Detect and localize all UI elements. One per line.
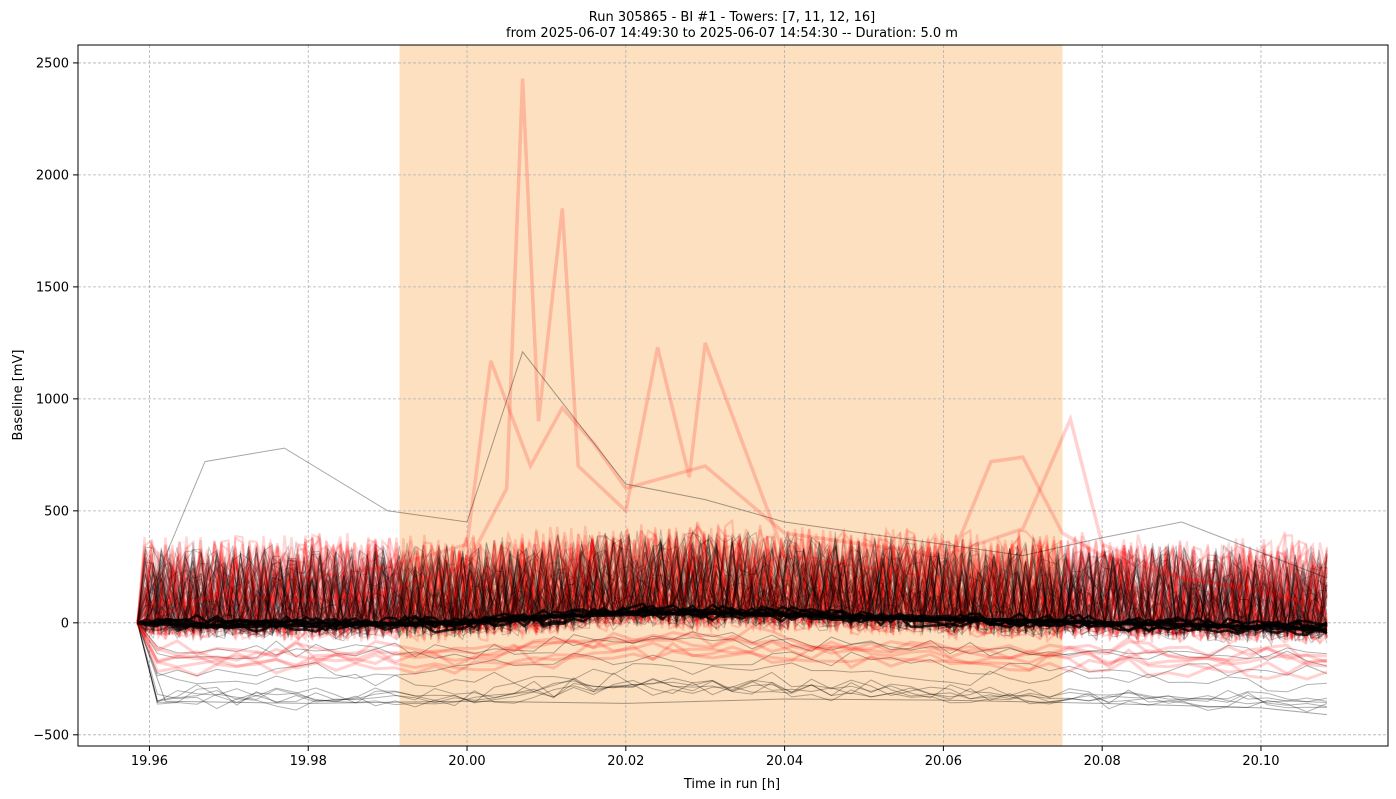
baseline-trace	[136, 621, 1328, 666]
baseline-trace	[137, 530, 1328, 635]
series-layer	[136, 78, 1328, 716]
x-tick-label: 20.10	[1242, 754, 1279, 769]
baseline-trace	[137, 531, 1327, 637]
baseline-trace	[136, 533, 1328, 635]
baseline-trace	[137, 542, 1328, 645]
y-tick-label: 0	[61, 616, 69, 631]
baseline-trace	[137, 622, 1327, 708]
baseline-trace	[137, 539, 1328, 640]
baseline-trace	[137, 537, 1328, 634]
baseline-trace	[137, 535, 1328, 635]
baseline-trace	[137, 622, 1327, 704]
trace-layer	[136, 518, 1328, 713]
baseline-trace	[137, 622, 1328, 667]
baseline-trace	[136, 531, 1328, 645]
baseline-trace	[137, 541, 1328, 647]
baseline-trace	[137, 622, 1327, 703]
y-tick-label: 1000	[36, 392, 69, 407]
baseline-trace	[136, 528, 1328, 637]
y-axis-label: Baseline [mV]	[11, 350, 26, 441]
baseline-trace	[136, 621, 1327, 658]
baseline-trace	[136, 530, 1328, 642]
x-tick-label: 20.02	[607, 754, 644, 769]
x-tick-label: 19.96	[131, 754, 168, 769]
baseline-trace	[136, 535, 1328, 643]
baseline-trace	[136, 524, 1328, 643]
plot-frame	[77, 44, 1389, 747]
baseline-trace	[136, 527, 1328, 634]
series-line-4	[137, 610, 1327, 632]
baseline-trace	[136, 534, 1328, 637]
highlight-span-layer	[399, 45, 1063, 746]
baseline-trace	[136, 518, 1328, 634]
baseline-trace	[137, 622, 1327, 693]
baseline-trace	[136, 537, 1328, 643]
x-tick-label: 20.08	[1084, 754, 1121, 769]
baseline-trace	[136, 533, 1328, 644]
x-tick-label: 20.04	[766, 754, 803, 769]
baseline-trace	[137, 531, 1328, 637]
baseline-trace	[137, 535, 1328, 636]
baseline-trace	[137, 622, 1328, 713]
baseline-trace	[137, 540, 1328, 640]
baseline-trace	[137, 533, 1328, 635]
baseline-trace	[137, 543, 1328, 639]
highlight-span	[399, 45, 1063, 746]
series-line-2	[137, 350, 1328, 623]
baseline-trace	[136, 525, 1328, 640]
x-tick-label: 20.06	[925, 754, 962, 769]
x-tick-label: 19.98	[290, 754, 327, 769]
y-tick-label: 2000	[36, 168, 69, 183]
baseline-trace	[137, 526, 1328, 631]
baseline-trace	[136, 622, 1328, 676]
x-axis-label: Time in run [h]	[683, 777, 780, 792]
baseline-trace	[137, 532, 1328, 639]
baseline-trace	[137, 541, 1328, 640]
baseline-trace	[137, 535, 1328, 636]
baseline-trace	[137, 543, 1328, 637]
baseline-trace	[136, 534, 1328, 637]
baseline-trace	[137, 546, 1328, 641]
series-line-1	[136, 360, 1328, 625]
chart-title-line1: Run 305865 - BI #1 - Towers: [7, 11, 12,…	[589, 10, 875, 25]
series-line-0	[136, 78, 1328, 624]
baseline-trace	[137, 538, 1328, 637]
ticks-layer: 19.96 19.98 20.00 20.02 20.04 20.06 20.08 20.10…	[33, 56, 1279, 769]
baseline-trace	[136, 528, 1328, 645]
y-tick-label: −500	[33, 728, 69, 743]
baseline-trace	[136, 622, 1328, 669]
baseline-trace	[136, 530, 1328, 641]
grid-layer	[78, 45, 1388, 746]
y-tick-label: 2500	[36, 56, 69, 71]
baseline-trace	[136, 533, 1328, 646]
baseline-trace	[137, 622, 1327, 660]
baseline-trace	[136, 622, 1328, 681]
baseline-trace	[137, 622, 1328, 679]
baseline-trace	[136, 536, 1328, 639]
baseline-trace	[136, 529, 1328, 643]
series-line-3	[137, 622, 1327, 716]
y-tick-label: 1500	[36, 280, 69, 295]
baseline-trace	[137, 542, 1328, 640]
baseline-trace	[136, 527, 1328, 640]
y-tick-label: 500	[44, 504, 69, 519]
chart-title-line2: from 2025-06-07 14:49:30 to 2025-06-07 1…	[506, 26, 958, 41]
x-tick-label: 20.00	[448, 754, 485, 769]
baseline-trace	[137, 532, 1328, 637]
baseline-trace	[137, 538, 1327, 638]
baseline-trace	[137, 550, 1328, 639]
baseline-trace	[136, 622, 1328, 666]
baseline-trace	[137, 538, 1328, 637]
baseline-trace	[137, 622, 1327, 706]
baseline-trace	[137, 535, 1328, 642]
baseline-trace	[137, 622, 1327, 709]
baseline-trace	[137, 527, 1328, 644]
baseline-trace	[137, 533, 1328, 640]
baseline-trace	[136, 524, 1327, 636]
